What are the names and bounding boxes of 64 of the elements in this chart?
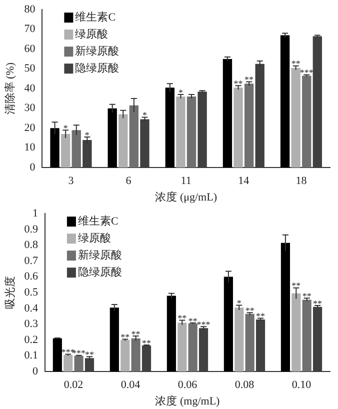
y-tick-label: 0.9: [24, 223, 38, 236]
annotation: **: [142, 338, 152, 348]
x-tick-label: 0.06: [178, 379, 198, 392]
annotation: **: [84, 349, 94, 360]
annotation: *: [236, 298, 242, 308]
y-tick-label: 0: [30, 161, 36, 174]
x-axis-title: 浓度 (mg/mL): [155, 394, 220, 408]
y-tick-label: 0.2: [24, 334, 38, 346]
annotation: **: [188, 316, 198, 326]
y-tick-label: 40: [24, 82, 36, 94]
y-tick-label: 10: [24, 142, 36, 154]
x-tick-label: 0.10: [292, 379, 312, 392]
annotation: **: [244, 74, 254, 85]
y-axis-title: 清除率 (%): [3, 62, 16, 115]
annotation: **: [131, 328, 141, 339]
annotation: **: [291, 58, 301, 69]
y-tick-label: 0.4: [24, 302, 38, 314]
y-tick-label: 30: [24, 102, 36, 114]
y-tick-label: 0.6: [24, 270, 38, 283]
x-tick-label: 0.02: [64, 379, 84, 392]
x-tick-label: 0.08: [234, 379, 255, 392]
y-tick-label: 0.5: [24, 286, 38, 298]
y-tick-label: 0.3: [24, 318, 38, 330]
y-tick-label: 20: [24, 122, 36, 134]
legend-label: 隐绿原酸: [75, 62, 120, 74]
y-tick-label: 0.7: [24, 254, 38, 267]
annotation: *: [178, 87, 184, 98]
annotation: **: [120, 332, 130, 342]
y-tick-label: 0.8: [24, 239, 38, 252]
y-tick-label: 70: [24, 23, 36, 36]
y-axis-title: 吸光度: [3, 276, 16, 310]
y-tick-label: 60: [24, 42, 36, 55]
y-tick-label: 80: [24, 3, 36, 16]
annotation: **: [234, 78, 244, 88]
x-axis-title: 浓度 (μg/mL): [155, 190, 218, 204]
legend-label: 隐绿原酸: [78, 266, 122, 278]
legend-label: 新绿原酸: [75, 44, 120, 58]
x-tick-label: 18: [296, 175, 308, 188]
annotation: **: [313, 298, 323, 308]
legend-label: 维生素C: [78, 214, 118, 228]
legend-label: 新绿原酸: [78, 248, 122, 262]
x-tick-label: 3: [68, 175, 74, 188]
annotation: ***: [72, 348, 86, 358]
annotation: **: [256, 311, 266, 322]
x-tick-label: 11: [180, 175, 192, 188]
legend-label: 绿原酸: [78, 232, 111, 244]
annotation: *: [84, 130, 90, 140]
annotation: ***: [196, 319, 211, 330]
y-tick-label: 50: [24, 62, 36, 75]
x-tick-label: 6: [126, 175, 132, 188]
annotation: **: [245, 306, 255, 316]
y-tick-label: 0: [32, 365, 38, 378]
annotation: **: [302, 290, 312, 301]
legend-label: 维生素C: [75, 10, 116, 24]
annotation: ***: [300, 68, 314, 78]
x-tick-label: 0.04: [120, 379, 141, 392]
x-tick-label: 14: [238, 175, 250, 188]
legend-label: 绿原酸: [75, 28, 108, 40]
annotation: *: [142, 110, 148, 120]
y-tick-label: 1: [32, 207, 38, 220]
annotation: *: [63, 122, 68, 133]
annotation: **: [292, 280, 302, 291]
annotation: **: [178, 313, 188, 324]
y-tick-label: 0.1: [24, 350, 38, 362]
